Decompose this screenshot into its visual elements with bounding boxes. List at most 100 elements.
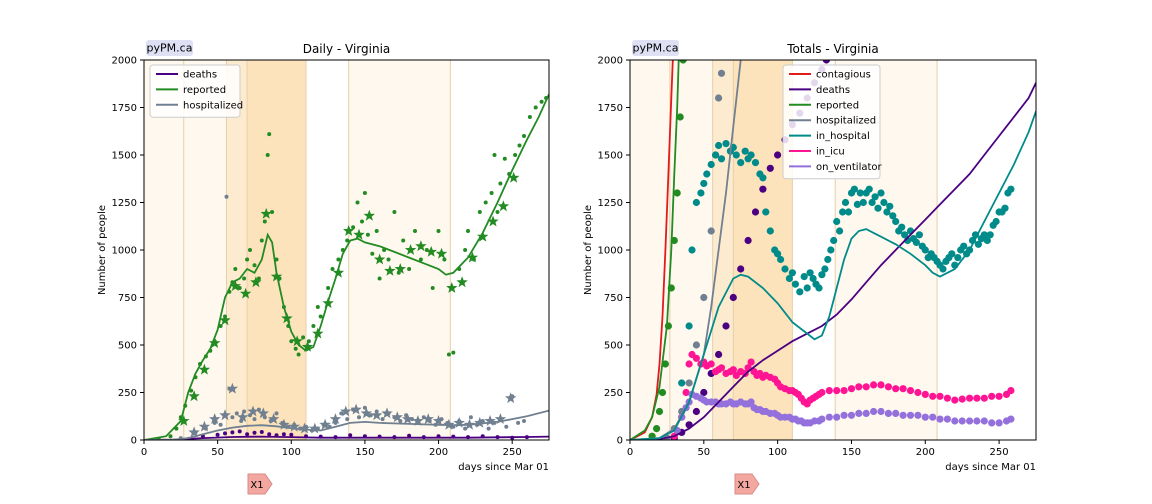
legend: deaths reported hospitalized xyxy=(149,64,243,118)
weekly-star-point xyxy=(219,314,231,326)
data-point xyxy=(856,189,864,197)
data-point xyxy=(803,284,811,292)
data-point xyxy=(715,141,723,150)
data-point xyxy=(224,194,229,199)
data-point xyxy=(822,60,830,64)
data-point xyxy=(759,185,767,193)
data-point xyxy=(958,395,966,403)
data-point xyxy=(906,411,915,419)
data-point xyxy=(717,69,726,77)
data-point xyxy=(722,140,730,148)
data-point xyxy=(921,413,929,421)
data-point xyxy=(855,383,863,391)
weekly-star-point xyxy=(229,280,241,291)
x-axis-label: days since Mar 01 xyxy=(945,462,1036,473)
data-point xyxy=(818,271,826,279)
marker-label: X1 xyxy=(737,480,750,491)
data-point xyxy=(700,388,708,397)
data-point xyxy=(868,198,876,207)
data-point xyxy=(892,409,900,417)
data-point xyxy=(262,219,267,224)
data-point xyxy=(326,286,331,290)
weekly-star-point xyxy=(412,415,424,426)
data-point xyxy=(960,242,968,250)
data-point xyxy=(351,225,356,230)
weekly-star-point xyxy=(288,420,300,432)
data-point xyxy=(281,432,286,437)
weekly-star-point xyxy=(329,413,342,424)
data-point xyxy=(884,409,893,417)
period-band xyxy=(144,60,184,440)
data-point xyxy=(685,379,693,387)
data-point xyxy=(744,236,752,245)
y-tick-label: 500 xyxy=(604,341,623,352)
data-point xyxy=(673,189,681,197)
weekly-star-point xyxy=(484,415,496,426)
data-point xyxy=(362,405,367,410)
data-point xyxy=(774,151,782,159)
data-point xyxy=(939,265,947,273)
data-point xyxy=(862,409,870,417)
data-point xyxy=(715,350,723,359)
data-point xyxy=(980,394,988,402)
y-tick-label: 1750 xyxy=(598,103,623,114)
weekly-star-point xyxy=(353,228,365,240)
data-point xyxy=(374,229,379,233)
data-point xyxy=(365,232,370,237)
data-point xyxy=(974,240,983,248)
data-point xyxy=(230,415,235,420)
data-point xyxy=(747,151,755,159)
data-point xyxy=(315,305,320,309)
data-point xyxy=(762,208,770,216)
weekly-star-point xyxy=(188,390,200,402)
data-point xyxy=(995,419,1003,427)
data-point xyxy=(914,388,922,397)
data-point xyxy=(504,424,509,429)
data-point xyxy=(707,160,715,169)
weekly-star-point xyxy=(363,209,375,221)
weekly-star-point xyxy=(198,420,211,432)
x-tick-label: 150 xyxy=(355,447,374,458)
data-point xyxy=(862,383,870,391)
x-tick-label: 200 xyxy=(916,447,935,458)
data-point xyxy=(899,411,907,419)
data-point xyxy=(747,358,755,366)
data-point xyxy=(407,433,412,438)
data-point xyxy=(692,407,701,416)
weekly-star-point xyxy=(278,418,290,430)
data-point xyxy=(796,288,804,296)
weekly-star-point xyxy=(239,287,252,299)
data-point xyxy=(988,419,996,427)
data-point xyxy=(766,227,774,235)
badge-text: pyPM.ca xyxy=(633,42,679,55)
x-tick-label: 100 xyxy=(768,447,787,458)
data-point xyxy=(676,113,684,121)
data-point xyxy=(436,229,441,233)
data-point xyxy=(889,212,897,220)
y-tick-label: 0 xyxy=(131,436,137,447)
data-point xyxy=(522,134,526,138)
weekly-star-point xyxy=(432,415,445,426)
data-point xyxy=(995,392,1003,400)
data-point xyxy=(992,217,1000,226)
data-point xyxy=(717,364,726,372)
data-point xyxy=(737,265,745,273)
y-tick-label: 500 xyxy=(118,341,137,352)
data-point xyxy=(833,217,841,226)
data-point xyxy=(245,257,250,262)
weekly-star-point xyxy=(209,337,221,348)
data-point xyxy=(741,147,749,155)
data-point xyxy=(407,267,412,271)
data-point xyxy=(311,324,316,328)
model-line-reported xyxy=(630,60,680,440)
weekly-star-point xyxy=(343,225,355,236)
weekly-star-point xyxy=(384,264,396,276)
data-point xyxy=(732,151,740,159)
weekly-star-point xyxy=(332,266,345,278)
legend-label: contagious xyxy=(816,70,871,81)
marker-label: X1 xyxy=(250,480,263,491)
data-point xyxy=(1007,387,1015,395)
data-point xyxy=(936,392,944,400)
data-point xyxy=(256,407,261,412)
